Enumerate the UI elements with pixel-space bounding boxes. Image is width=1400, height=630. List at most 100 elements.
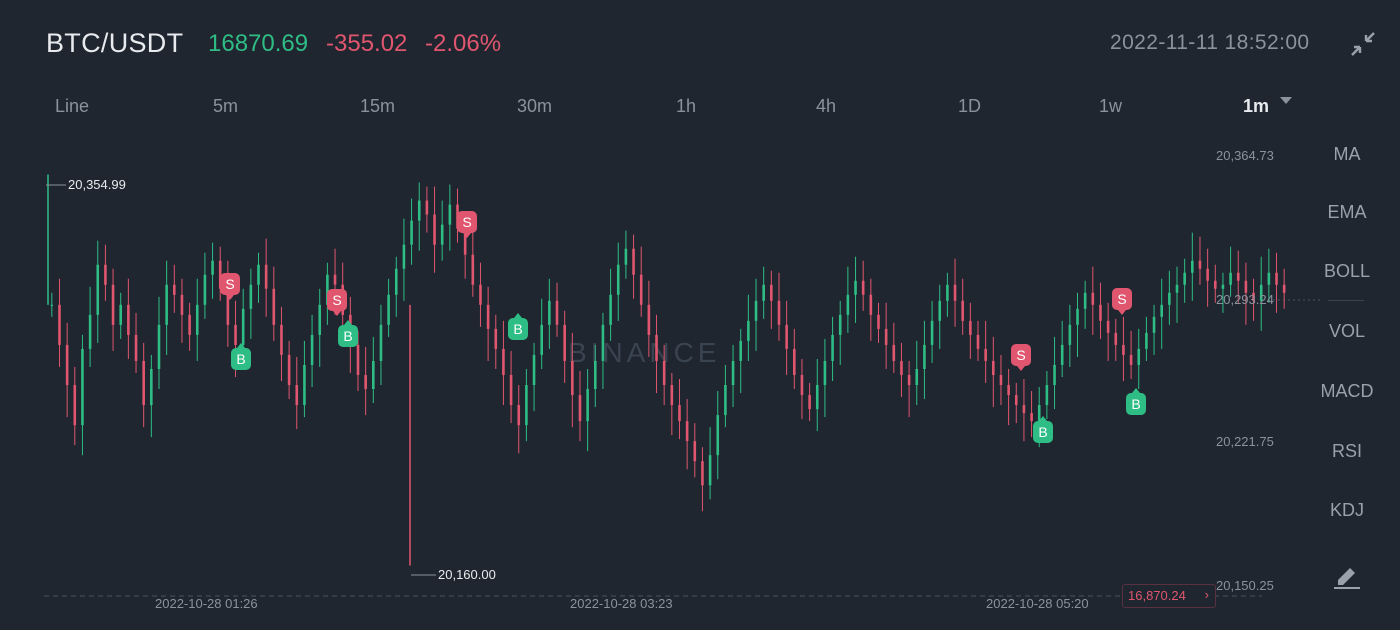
candle-body (280, 324, 283, 355)
candle-body (678, 405, 681, 422)
candle-body (509, 374, 513, 406)
candle-body (318, 304, 322, 335)
buy-marker: B (508, 313, 528, 340)
candle-body (157, 324, 161, 369)
buy-marker: B (338, 320, 358, 347)
indicator-kdj[interactable]: KDJ (1329, 500, 1364, 520)
candle-body (1053, 364, 1056, 386)
chart-datetime: 2022-11-11 18:52:00 (1110, 31, 1310, 54)
candle-body (1252, 292, 1255, 301)
sell-marker: S (457, 211, 477, 238)
x-tick-label: 2022-10-28 05:20 (986, 596, 1089, 611)
candle-body (1229, 272, 1232, 285)
indicator-rsi[interactable]: RSI (1331, 441, 1362, 461)
candle-body (188, 314, 191, 335)
candle-body (1068, 324, 1072, 345)
sell-marker: S (327, 289, 347, 316)
candle-body (81, 348, 84, 426)
candle-body (172, 284, 176, 295)
candle-body (1259, 284, 1263, 301)
candle-body (287, 354, 291, 386)
candle-body (1106, 320, 1110, 333)
candle-body (134, 334, 138, 361)
candle-body (999, 374, 1003, 386)
sell-marker-label: S (225, 276, 234, 292)
candle-body (578, 395, 582, 422)
sell-marker: S (1112, 288, 1132, 315)
tab-1h[interactable]: 1h (676, 96, 697, 116)
candle-body (1236, 272, 1240, 281)
candle-body (1275, 272, 1278, 285)
candle-body (440, 224, 444, 245)
candle-body (1175, 284, 1179, 293)
tab-1m[interactable]: 1m (1243, 96, 1270, 116)
pair-symbol[interactable]: BTC/USDT (46, 28, 184, 58)
candle-body (486, 304, 490, 329)
candle-body (1282, 284, 1286, 293)
tab-5m[interactable]: 5m (213, 96, 239, 116)
indicator-ema[interactable]: EMA (1327, 202, 1367, 222)
buy-marker-label: B (1131, 396, 1140, 412)
candle-body (731, 360, 735, 386)
pencil-icon[interactable] (1330, 560, 1364, 590)
candle-body (372, 360, 375, 390)
y-tick-label: 20,150.25 (1216, 578, 1274, 593)
candle-body (708, 455, 712, 486)
buy-marker-label: B (236, 351, 245, 367)
candle-body (1183, 272, 1186, 285)
indicator-ma[interactable]: MA (1333, 144, 1361, 164)
x-tick-label: 2022-10-28 03:23 (570, 596, 673, 611)
tab-30m[interactable]: 30m (517, 96, 553, 116)
candle-body (1014, 395, 1018, 406)
indicator-boll[interactable]: BOLL (1323, 261, 1371, 281)
tab-4h[interactable]: 4h (816, 96, 837, 116)
candle-body (525, 385, 528, 426)
interval-dropdown-caret-icon[interactable] (1280, 97, 1292, 104)
candle-body (387, 294, 390, 325)
price-change-percent: -2.06% (425, 30, 502, 57)
candle-body (211, 260, 214, 275)
candle-body (969, 320, 972, 335)
tab-15m[interactable]: 15m (360, 96, 396, 116)
candle-body (195, 304, 199, 335)
candle-body (609, 294, 612, 325)
candle-body (402, 244, 406, 269)
collapse-icon[interactable] (1348, 29, 1378, 59)
candle-body (1160, 304, 1164, 317)
y-tick-label: 20,364.73 (1216, 148, 1274, 163)
tab-1w[interactable]: 1w (1099, 96, 1123, 116)
candle-body (264, 264, 268, 289)
candle-body (815, 385, 819, 410)
candle-body (1244, 280, 1248, 293)
candle-body (953, 284, 957, 301)
candle-body (701, 461, 704, 486)
candle-body (792, 348, 796, 375)
candle-body (838, 314, 842, 335)
sell-marker-label: S (1016, 347, 1025, 363)
candle-body (1145, 332, 1148, 349)
y-tick-label: 20,293.24 (1216, 292, 1274, 307)
candle-body (777, 300, 781, 325)
candle-body (785, 324, 788, 349)
candle-body (861, 280, 865, 295)
candle-body (1168, 292, 1171, 305)
candle-body (685, 421, 689, 442)
price-change: -355.02 (326, 30, 408, 57)
indicator-vol[interactable]: VOL (1328, 321, 1366, 341)
candles-group (47, 174, 1286, 566)
candle-body (1114, 332, 1118, 345)
candle-body (831, 334, 834, 361)
tab-line[interactable]: Line (55, 96, 90, 116)
candle-body (1122, 344, 1125, 355)
candle-body (104, 264, 107, 285)
candle-body (425, 200, 429, 215)
indicator-macd[interactable]: MACD (1320, 381, 1374, 401)
trade-markers-group: S S S S S B B B B B (220, 211, 1146, 443)
tab-1d[interactable]: 1D (958, 96, 982, 116)
x-tick-label: 2022-10-28 01:26 (155, 596, 258, 611)
candle-body (479, 284, 482, 305)
current-price-tag[interactable]: 16,870.24 › (1122, 584, 1216, 608)
candle-body (670, 385, 674, 406)
sell-marker: S (220, 273, 240, 300)
